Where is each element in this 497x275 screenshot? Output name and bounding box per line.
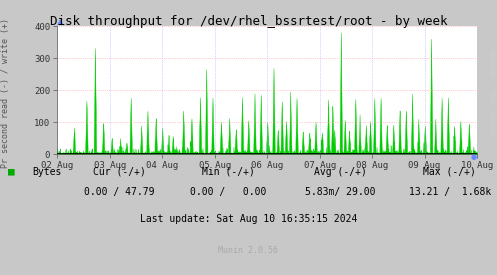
Text: ▲: ▲	[57, 17, 64, 26]
Text: 0.00 /   0.00: 0.00 / 0.00	[190, 188, 267, 197]
Text: 13.21 /  1.68k: 13.21 / 1.68k	[409, 188, 491, 197]
Text: Min (-/+): Min (-/+)	[202, 167, 255, 177]
Text: Max (-/+): Max (-/+)	[423, 167, 476, 177]
Text: Bytes: Bytes	[32, 167, 62, 177]
Text: Avg (-/+): Avg (-/+)	[314, 167, 367, 177]
Text: Munin 2.0.56: Munin 2.0.56	[219, 246, 278, 255]
Text: ■: ■	[8, 167, 15, 177]
Text: Cur (-/+): Cur (-/+)	[93, 167, 146, 177]
Text: Last update: Sat Aug 10 16:35:15 2024: Last update: Sat Aug 10 16:35:15 2024	[140, 214, 357, 224]
Text: Disk throughput for /dev/rhel_bssrtest/root - by week: Disk throughput for /dev/rhel_bssrtest/r…	[50, 15, 447, 28]
Text: Pr second read (-) / write (+): Pr second read (-) / write (+)	[1, 18, 10, 169]
Text: 0.00 / 47.79: 0.00 / 47.79	[84, 188, 155, 197]
Text: ●: ●	[471, 154, 477, 160]
Text: 5.83m/ 29.00: 5.83m/ 29.00	[305, 188, 376, 197]
Text: RRDTOOL / TOBI OETIKER: RRDTOOL / TOBI OETIKER	[490, 52, 495, 135]
